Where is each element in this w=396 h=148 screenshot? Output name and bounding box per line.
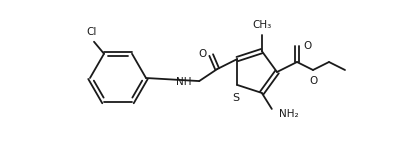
Text: O: O bbox=[303, 41, 311, 51]
Text: Cl: Cl bbox=[87, 27, 97, 37]
Text: CH₃: CH₃ bbox=[252, 20, 271, 30]
Text: NH₂: NH₂ bbox=[279, 109, 299, 119]
Text: NH: NH bbox=[176, 77, 191, 87]
Text: O: O bbox=[198, 49, 206, 59]
Text: S: S bbox=[232, 93, 240, 103]
Text: O: O bbox=[309, 76, 317, 86]
